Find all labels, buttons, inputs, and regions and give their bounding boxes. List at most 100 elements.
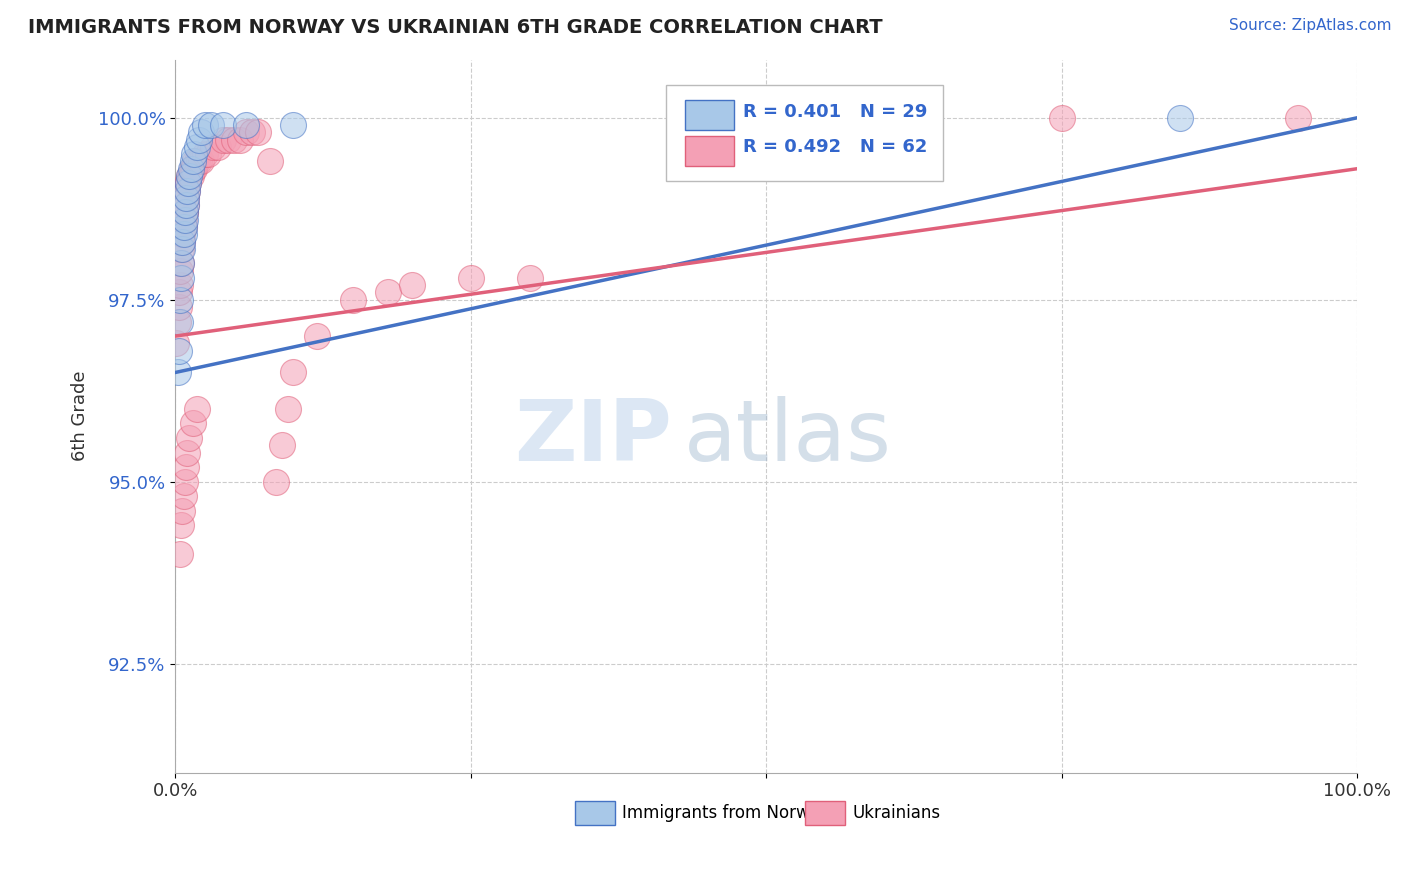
Point: [259, 154, 281, 169]
Point: [173, 212, 195, 227]
Point: [179, 169, 201, 183]
Point: [211, 118, 233, 132]
Point: [283, 118, 305, 132]
Text: R = 0.401   N = 29: R = 0.401 N = 29: [742, 103, 927, 120]
Point: [183, 147, 205, 161]
Point: [235, 118, 257, 132]
Point: [174, 460, 197, 475]
Point: [229, 133, 252, 147]
Point: [170, 271, 193, 285]
Y-axis label: 6th Grade: 6th Grade: [72, 371, 89, 461]
Point: [180, 161, 202, 176]
Point: [270, 438, 292, 452]
Point: [460, 271, 482, 285]
Point: [247, 125, 270, 139]
Point: [167, 285, 190, 300]
Point: [172, 504, 194, 518]
Point: [342, 293, 364, 307]
Point: [207, 140, 229, 154]
Point: [167, 343, 190, 358]
Point: [1050, 111, 1073, 125]
Text: IMMIGRANTS FROM NORWAY VS UKRAINIAN 6TH GRADE CORRELATION CHART: IMMIGRANTS FROM NORWAY VS UKRAINIAN 6TH …: [28, 18, 883, 37]
Point: [172, 242, 194, 256]
Point: [194, 147, 217, 161]
Point: [173, 205, 195, 219]
Point: [166, 314, 188, 328]
Point: [1168, 111, 1191, 125]
Point: [183, 161, 205, 176]
Text: Immigrants from Norway: Immigrants from Norway: [621, 805, 830, 822]
Text: Source: ZipAtlas.com: Source: ZipAtlas.com: [1229, 18, 1392, 33]
Point: [173, 219, 195, 234]
Point: [173, 205, 195, 219]
Point: [169, 314, 191, 328]
FancyBboxPatch shape: [685, 136, 734, 166]
Point: [186, 154, 208, 169]
Point: [170, 518, 193, 533]
Point: [173, 212, 195, 227]
Point: [170, 256, 193, 270]
Point: [180, 161, 202, 176]
Point: [173, 489, 195, 503]
Point: [174, 191, 197, 205]
Point: [190, 154, 212, 169]
Point: [197, 147, 219, 161]
Point: [176, 184, 198, 198]
Point: [169, 547, 191, 561]
Point: [186, 140, 208, 154]
Point: [176, 184, 198, 198]
Point: [172, 227, 194, 242]
Point: [176, 445, 198, 459]
Point: [307, 329, 329, 343]
Point: [211, 133, 233, 147]
Point: [169, 263, 191, 277]
Point: [180, 169, 202, 183]
Point: [173, 475, 195, 489]
Point: [172, 235, 194, 249]
Text: Ukrainians: Ukrainians: [852, 805, 941, 822]
Point: [166, 366, 188, 380]
Point: [277, 401, 299, 416]
Point: [187, 133, 209, 147]
Point: [174, 191, 197, 205]
Point: [235, 125, 257, 139]
Point: [181, 161, 204, 176]
Point: [377, 285, 399, 300]
Point: [173, 227, 195, 242]
Point: [177, 176, 200, 190]
Point: [166, 336, 188, 351]
Text: ZIP: ZIP: [513, 396, 672, 479]
Point: [519, 271, 541, 285]
Point: [194, 118, 217, 132]
Point: [170, 242, 193, 256]
Point: [176, 176, 198, 190]
Point: [181, 154, 204, 169]
Point: [174, 198, 197, 212]
Point: [170, 256, 193, 270]
Point: [186, 401, 208, 416]
Point: [1286, 111, 1309, 125]
Text: R = 0.492   N = 62: R = 0.492 N = 62: [742, 138, 927, 156]
Point: [202, 140, 225, 154]
Point: [401, 278, 423, 293]
Point: [283, 366, 305, 380]
FancyBboxPatch shape: [685, 100, 734, 130]
Point: [187, 154, 209, 169]
Point: [177, 176, 200, 190]
Point: [190, 125, 212, 139]
Point: [173, 205, 195, 219]
Point: [200, 118, 222, 132]
Point: [264, 475, 287, 489]
Text: atlas: atlas: [683, 396, 891, 479]
Point: [240, 125, 263, 139]
Point: [179, 169, 201, 183]
Point: [174, 198, 197, 212]
Point: [172, 235, 194, 249]
Point: [167, 300, 190, 314]
FancyBboxPatch shape: [665, 85, 943, 181]
Point: [169, 278, 191, 293]
Point: [224, 133, 246, 147]
FancyBboxPatch shape: [806, 801, 845, 825]
Point: [179, 431, 201, 445]
Point: [184, 154, 207, 169]
